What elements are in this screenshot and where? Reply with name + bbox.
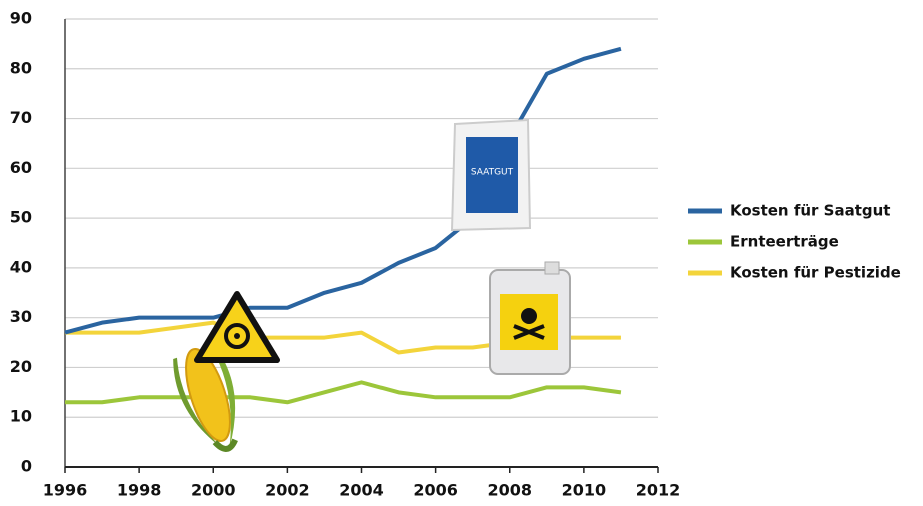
x-tick-label: 1998 bbox=[117, 481, 162, 500]
y-tick-label: 30 bbox=[10, 307, 32, 326]
x-tick-label: 2002 bbox=[265, 481, 310, 500]
x-tick-label: 2008 bbox=[487, 481, 532, 500]
series-line bbox=[65, 380, 622, 405]
y-tick-label: 10 bbox=[10, 407, 32, 426]
y-tick-label: 50 bbox=[10, 208, 32, 227]
x-tick-label: 2012 bbox=[636, 481, 681, 500]
bag-label bbox=[466, 137, 518, 213]
legend-label: Ernteerträge bbox=[730, 233, 839, 251]
bag-text: SAATGUT bbox=[471, 168, 514, 178]
hazard-icon bbox=[194, 291, 280, 363]
x-tick-label: 1996 bbox=[43, 481, 88, 500]
y-tick-label: 70 bbox=[10, 108, 32, 127]
corn-icon bbox=[173, 347, 238, 452]
x-tick-label: 2004 bbox=[339, 481, 384, 500]
y-tick-label: 80 bbox=[10, 58, 32, 77]
seed-bag-icon: SAATGUT bbox=[450, 118, 532, 232]
x-tick-label: 2006 bbox=[413, 481, 458, 500]
x-tick-label: 2010 bbox=[562, 481, 607, 500]
icons: SAATGUT bbox=[173, 118, 571, 452]
series-line bbox=[64, 46, 622, 335]
y-tick-label: 90 bbox=[10, 9, 32, 28]
y-tick-label: 60 bbox=[10, 158, 32, 177]
legend-label: Kosten für Saatgut bbox=[730, 202, 890, 220]
plot: 0 10 20 30 40 50 60 70 80 90 1996 1998 2000 2002 2004 2… bbox=[10, 9, 681, 500]
y-tick-label: 20 bbox=[10, 357, 32, 376]
y-tick-label: 0 bbox=[21, 457, 32, 476]
legend-label: Kosten für Pestizide bbox=[730, 264, 901, 282]
canister-icon bbox=[489, 261, 571, 375]
x-tick-label: 2000 bbox=[191, 481, 236, 500]
y-tick-label: 40 bbox=[10, 257, 32, 276]
